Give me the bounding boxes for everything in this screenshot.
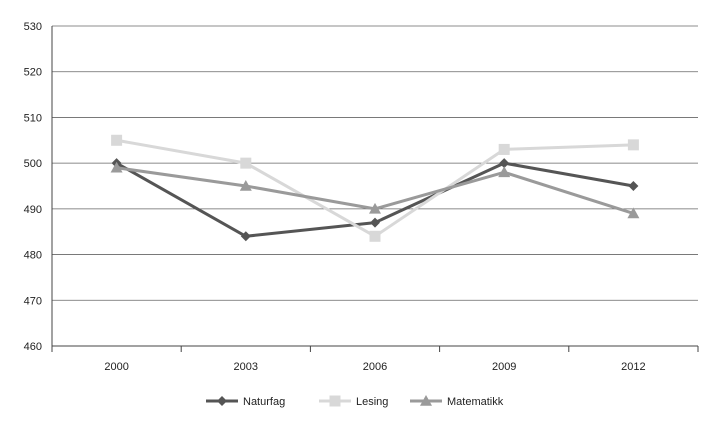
- legend-label: Lesing: [356, 396, 388, 408]
- x-axis: 2000 2003 2006 2009 2012: [51, 346, 699, 373]
- y-tick-label: 480: [24, 250, 42, 262]
- x-tick-label: 2012: [621, 361, 645, 373]
- data-point-naturfag: [240, 231, 251, 242]
- data-point-naturfag: [370, 217, 380, 228]
- legend-marker: [217, 396, 227, 406]
- y-tick-label: 510: [24, 112, 42, 124]
- data-point-lesing: [498, 143, 510, 155]
- x-tick-label: 2006: [363, 361, 387, 373]
- data-point-matematikk: [627, 207, 640, 219]
- data-point-lesing: [369, 230, 381, 242]
- x-tick-label: 2003: [234, 361, 258, 373]
- data-point-lesing: [240, 157, 252, 169]
- series-layer: [110, 134, 640, 242]
- legend-item-naturfag: Naturfag: [206, 396, 285, 408]
- y-tick-label: 500: [24, 158, 42, 170]
- legend-item-matematikk: Matematikk: [410, 395, 504, 408]
- data-point-naturfag: [628, 181, 639, 191]
- data-point-lesing: [111, 134, 123, 146]
- legend-marker: [329, 395, 341, 407]
- data-point-naturfag: [499, 158, 510, 169]
- legend-marker: [420, 395, 432, 406]
- x-tick-label: 2000: [104, 361, 128, 373]
- legend-label: Naturfag: [243, 396, 285, 408]
- data-point-lesing: [627, 139, 639, 151]
- legend-item-lesing: Lesing: [319, 395, 388, 408]
- y-tick-label: 520: [24, 67, 42, 79]
- y-tick-label: 460: [24, 341, 42, 353]
- y-axis: 460 470 480 490 500 510 520 530: [24, 21, 53, 353]
- data-point-matematikk: [239, 180, 252, 191]
- y-tick-label: 530: [24, 21, 42, 33]
- x-tick-label: 2009: [492, 361, 516, 373]
- y-tick-label: 490: [24, 204, 42, 216]
- data-point-matematikk: [110, 161, 123, 173]
- gridlines: [52, 25, 698, 347]
- data-point-matematikk: [369, 202, 381, 214]
- data-point-matematikk: [498, 166, 511, 178]
- legend: Naturfag Lesing Matematikk: [206, 395, 504, 408]
- y-tick-label: 470: [24, 295, 42, 307]
- legend-label: Matematikk: [447, 396, 504, 408]
